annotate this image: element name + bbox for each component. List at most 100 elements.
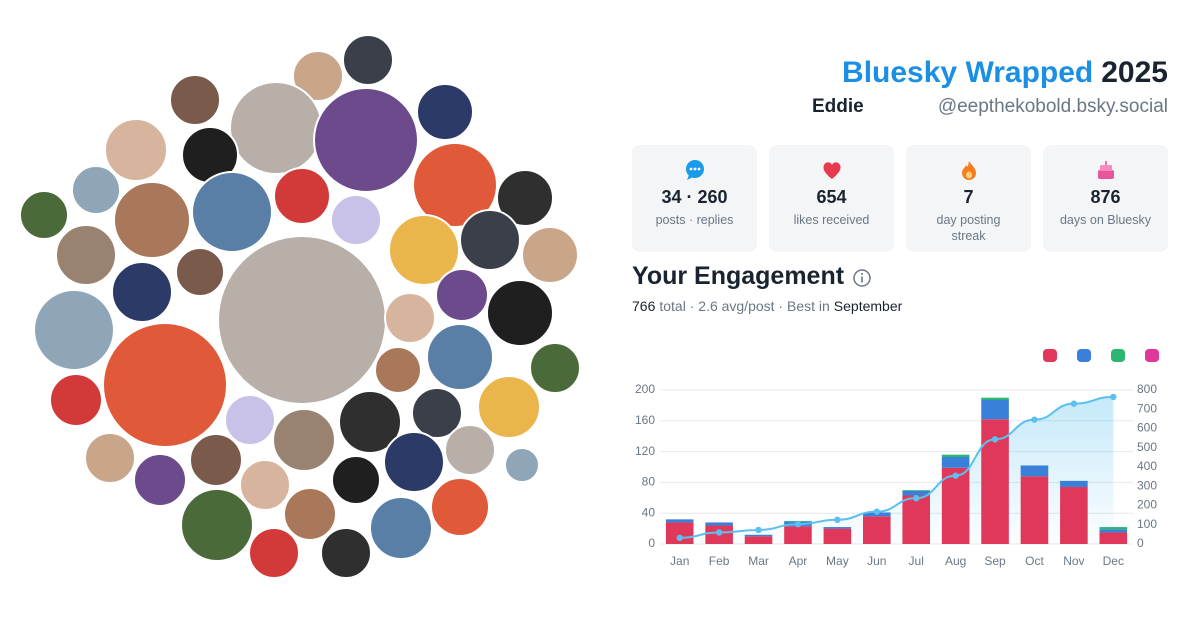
line-point	[952, 472, 959, 479]
avatar[interactable]	[19, 190, 69, 240]
stat-value: 7	[963, 187, 974, 207]
info-icon[interactable]	[852, 268, 872, 288]
bar-segment	[1060, 480, 1088, 488]
avatar[interactable]	[529, 342, 581, 394]
line-point	[991, 436, 999, 443]
avatar[interactable]	[477, 375, 541, 439]
line-point	[1031, 416, 1038, 423]
best-month: September	[833, 298, 903, 314]
avatar[interactable]	[229, 81, 323, 175]
x-tick-label: Nov	[1063, 554, 1084, 568]
avatar[interactable]	[273, 167, 331, 225]
avatar[interactable]	[49, 373, 103, 427]
bar-segment	[823, 528, 852, 544]
avatar[interactable]	[283, 487, 337, 541]
avatar[interactable]	[320, 527, 372, 579]
legend-icon	[1077, 349, 1091, 362]
avatar[interactable]	[342, 34, 394, 86]
avatar[interactable]	[217, 235, 387, 405]
stat-value: 34 · 260	[661, 187, 728, 207]
bar-segment	[1060, 487, 1088, 544]
x-tick-label: Jan	[670, 554, 689, 568]
engagement-summary: 766 total · 2.6 avg/post · Best in Septemb…	[632, 298, 902, 314]
avatar[interactable]	[71, 165, 121, 215]
line-area	[679, 396, 1114, 544]
stat-card: 7 day posting streak	[906, 145, 1031, 252]
avatar[interactable]	[272, 408, 336, 472]
bar-segment	[784, 526, 812, 544]
y2-tick-label: 100	[1137, 517, 1157, 531]
avatar[interactable]	[55, 224, 117, 286]
avatar[interactable]	[496, 169, 554, 227]
bar-segment	[744, 534, 773, 537]
avatar[interactable]	[388, 214, 460, 286]
x-tick-label: Jun	[867, 554, 886, 568]
avatar[interactable]	[180, 488, 254, 562]
icon	[822, 162, 841, 179]
y-tick-label: 40	[642, 505, 656, 519]
avatar[interactable]	[104, 118, 168, 182]
legend-icon	[1111, 349, 1125, 362]
avatar[interactable]	[224, 394, 276, 446]
bar-segment	[665, 519, 694, 523]
avatar[interactable]	[133, 453, 187, 507]
y-tick-label: 160	[635, 413, 655, 427]
bar-segment	[941, 454, 970, 457]
avatar[interactable]	[189, 433, 243, 487]
avatar[interactable]	[239, 459, 291, 511]
line-point	[794, 520, 802, 528]
title: Bluesky Wrapped 2025	[842, 56, 1168, 90]
y-tick-label: 80	[642, 475, 656, 489]
line-point	[755, 526, 762, 534]
line-point	[834, 516, 841, 523]
stat-label: posts · replies	[655, 213, 734, 227]
stat-label: day posting streak	[936, 213, 1001, 243]
avatar[interactable]	[435, 268, 489, 322]
avatar[interactable]	[521, 226, 579, 284]
avatar[interactable]	[384, 292, 436, 344]
icon	[1097, 161, 1114, 179]
bar-segment	[1099, 527, 1128, 530]
avatar[interactable]	[338, 390, 402, 454]
stat-label: days on Bluesky	[1059, 213, 1152, 227]
avatar[interactable]	[430, 477, 490, 537]
avatar[interactable]	[504, 447, 540, 483]
avatar[interactable]	[486, 279, 554, 347]
y2-tick-label: 0	[1137, 536, 1144, 550]
stat-card: 654 likes received	[769, 145, 894, 252]
avatar[interactable]	[191, 171, 273, 253]
avatar[interactable]	[330, 194, 382, 246]
avatar[interactable]	[84, 432, 136, 484]
avatar[interactable]	[412, 142, 498, 228]
avatar[interactable]	[248, 527, 300, 579]
avatar[interactable]	[374, 346, 422, 394]
avatar[interactable]	[33, 289, 115, 371]
avatar[interactable]	[383, 431, 445, 493]
y2-tick-label: 800	[1137, 382, 1157, 396]
avatar[interactable]	[292, 50, 344, 102]
y2-tick-label: 300	[1137, 478, 1157, 492]
summary-text: total · 2.6 avg/post · Best in	[659, 298, 830, 314]
avatar[interactable]	[331, 455, 381, 505]
y2-tick-label: 500	[1137, 440, 1157, 454]
avatar[interactable]	[444, 424, 496, 476]
y-tick-label: 0	[648, 536, 655, 550]
avatar[interactable]	[369, 496, 433, 560]
x-tick-label: Oct	[1025, 554, 1044, 568]
avatar[interactable]	[169, 74, 221, 126]
avatar[interactable]	[102, 322, 228, 448]
avatar-collage	[19, 34, 581, 579]
avatar[interactable]	[313, 87, 419, 193]
avatar[interactable]	[411, 387, 463, 439]
avatar[interactable]	[111, 261, 173, 323]
avatar[interactable]	[113, 181, 191, 259]
avatar[interactable]	[459, 209, 521, 271]
avatar[interactable]	[416, 83, 474, 141]
x-tick-label: Mar	[748, 554, 769, 568]
avatar[interactable]	[426, 323, 494, 391]
stat-value: 654	[816, 187, 847, 207]
y2-tick-label: 200	[1137, 498, 1157, 512]
user-handle[interactable]: @eepthekobold.bsky.social	[937, 96, 1168, 117]
avatar[interactable]	[175, 247, 225, 297]
